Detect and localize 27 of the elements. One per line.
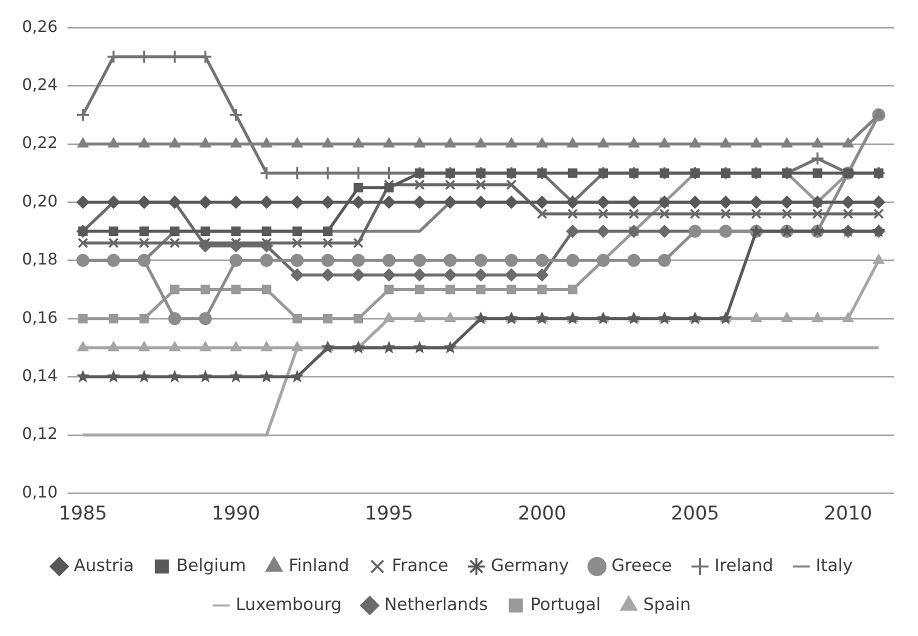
legend-label: Belgium [176, 556, 246, 576]
x-tick-label: 1995 [364, 502, 414, 525]
legend-label: Netherlands [384, 594, 488, 615]
y-tick-label: 0,10 [22, 482, 58, 502]
legend-label: Germany [490, 556, 569, 576]
x-tick-label: 2000 [518, 502, 566, 525]
legend-label: France [392, 556, 448, 576]
y-tick-label: 0,16 [22, 308, 58, 327]
x-tick-label: 2010 [824, 502, 872, 525]
y-tick-label: 0,20 [22, 191, 58, 210]
y-tick-label: 0,26 [22, 16, 58, 36]
legend-label: Austria [74, 556, 134, 576]
legend-label: Portugal [530, 594, 601, 615]
y-tick-label: 0,22 [22, 133, 58, 152]
legend-label: Finland [288, 556, 350, 576]
legend-label: Italy [816, 556, 853, 576]
y-tick-label: 0,12 [22, 424, 58, 444]
legend-label: Ireland [714, 556, 774, 576]
y-tick-label: 0,18 [22, 250, 58, 269]
y-tick-label: 0,24 [22, 74, 58, 94]
x-tick-label: 1985 [58, 502, 108, 525]
x-tick-label: 1990 [212, 502, 260, 525]
legend-label: Spain [643, 594, 691, 615]
x-tick-label: 2005 [670, 502, 720, 525]
legend-label: Greece [611, 556, 672, 576]
legend-label: Luxembourg [236, 594, 342, 615]
y-tick-label: 0,14 [22, 366, 58, 385]
